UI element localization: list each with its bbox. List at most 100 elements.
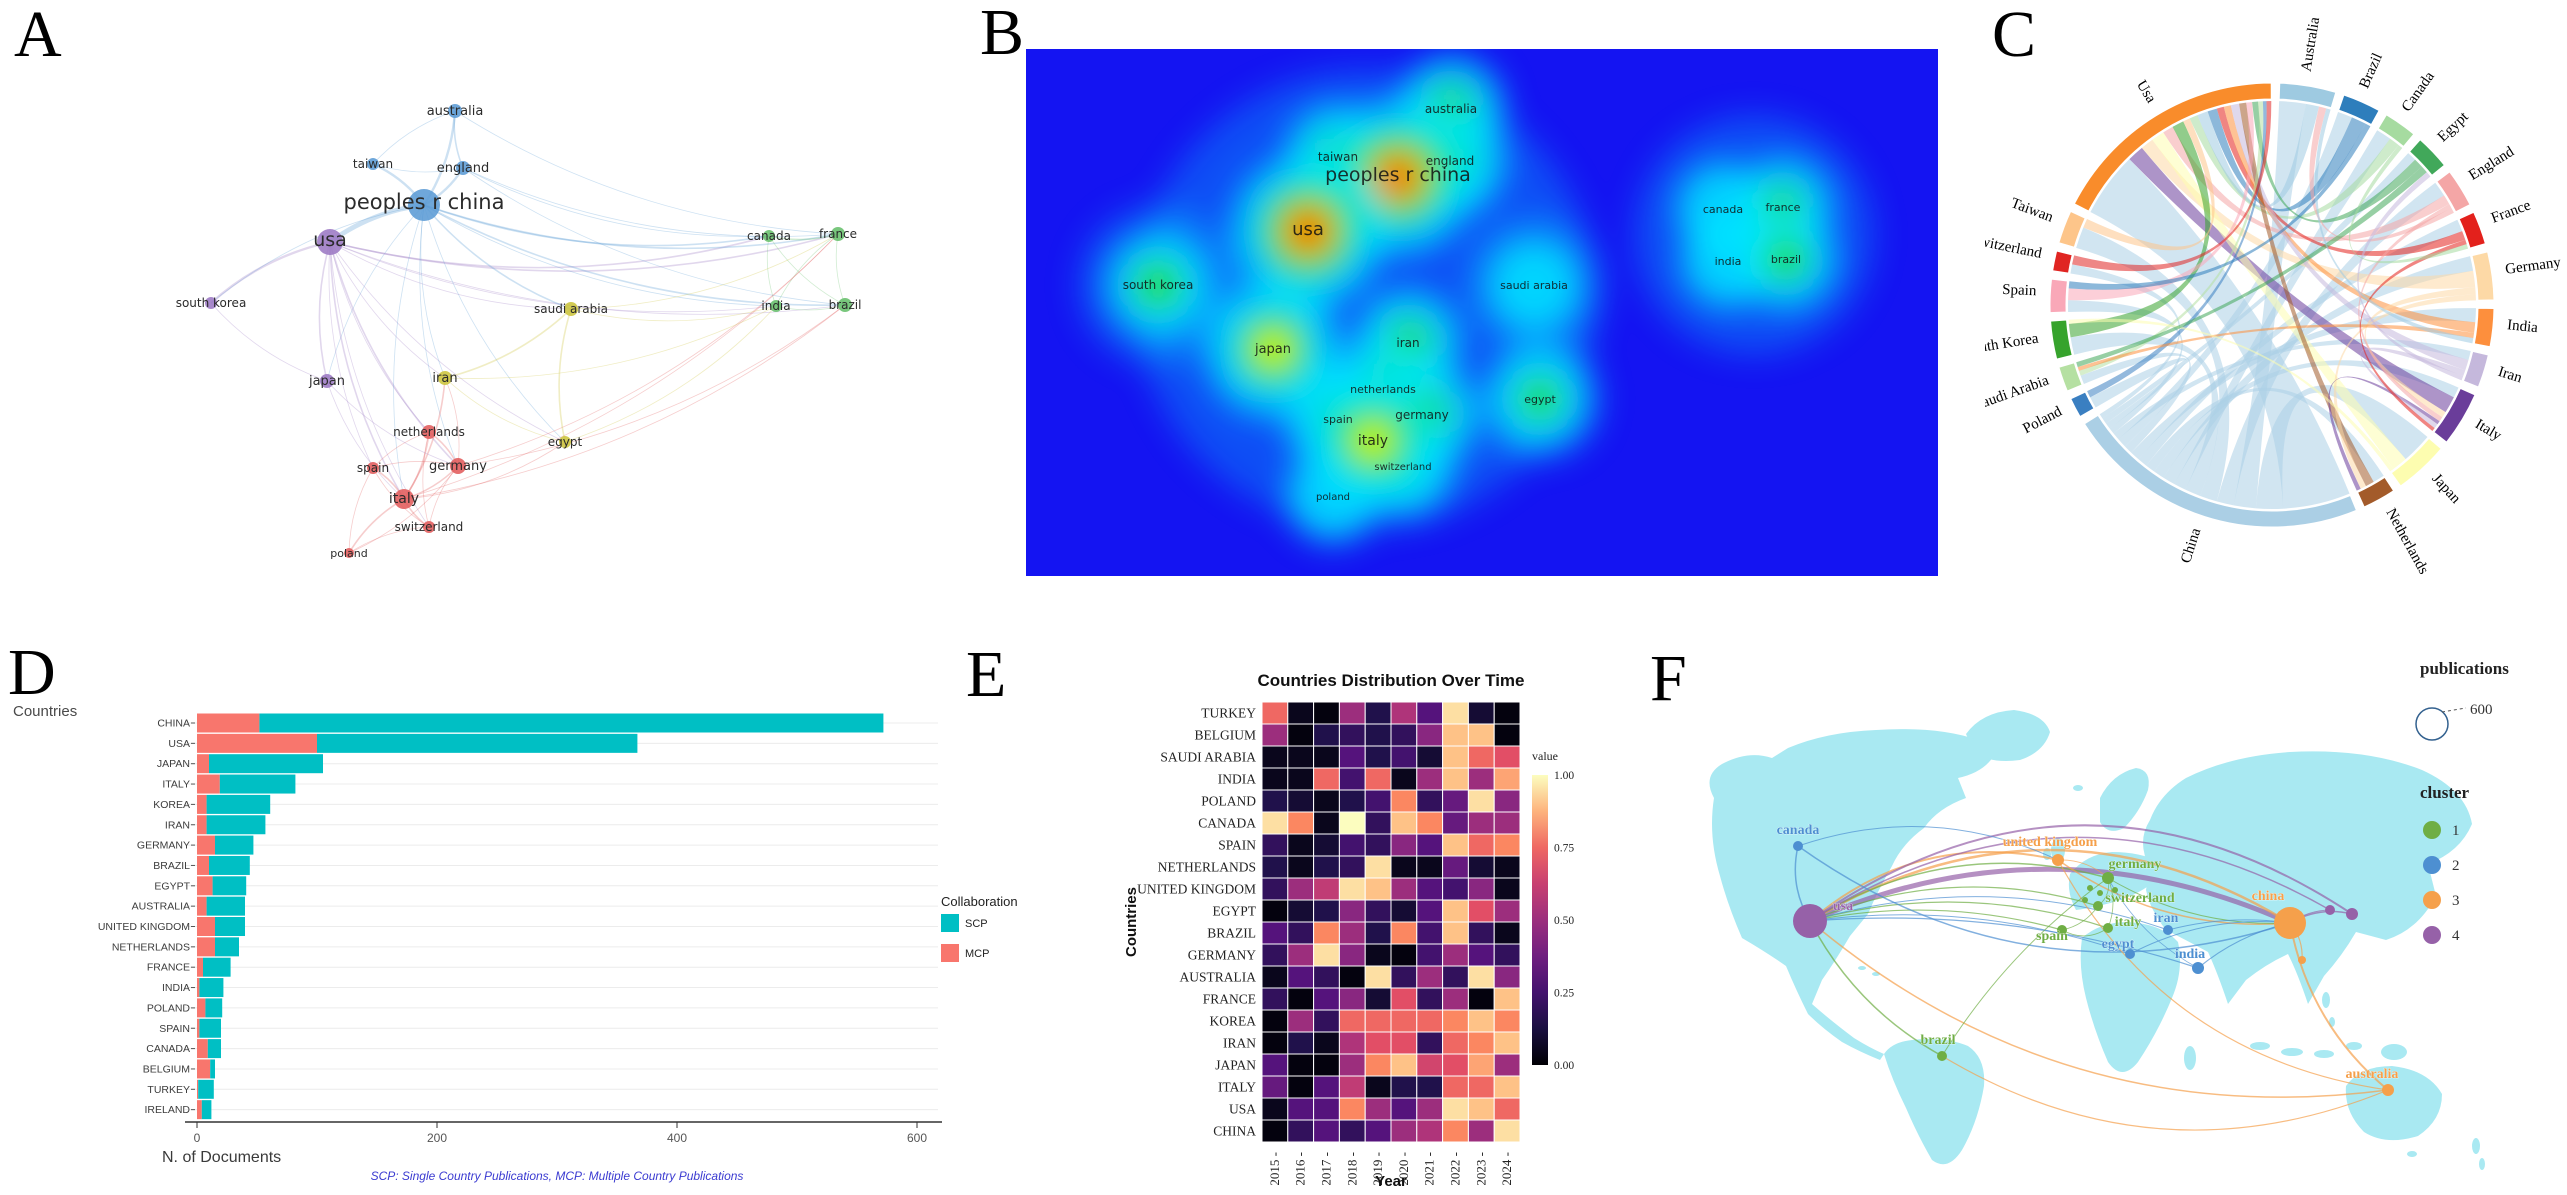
heatmap-cell-FRANCE-2015 [1261, 987, 1289, 1011]
heatmap-ylabel-POLAND: POLAND [1201, 794, 1256, 809]
map-label-india: india [2175, 947, 2205, 962]
map-node-usa [1793, 904, 1827, 938]
bar-ylabel-BRAZIL: BRAZIL [153, 860, 190, 872]
bar-scp-USA [317, 733, 638, 753]
heatmap-cell-INDIA-2024 [1493, 767, 1521, 791]
map-island [2305, 957, 2311, 967]
heatmap-cell-AUSTRALIA-2016 [1287, 965, 1315, 989]
heatmap-cell-UNITED-KINGDOM-2024 [1493, 877, 1521, 901]
network-edge [329, 241, 405, 500]
network-edge [768, 235, 846, 306]
heatmap-cell-ITALY-2016 [1287, 1075, 1315, 1099]
heatmap-ylabel-AUSTRALIA: AUSTRALIA [1180, 970, 1257, 985]
bar-mcp-KOREA [197, 794, 207, 814]
density-low [1763, 236, 1809, 282]
map-legend-cluster-label-3: 3 [2452, 893, 2460, 909]
heatmap-cell-CHINA-2015 [1261, 1119, 1289, 1143]
bar-scp-TURKEY [198, 1079, 214, 1099]
map-node-dot [2087, 885, 2093, 891]
heatmap-cell-CHINA-2021 [1416, 1119, 1444, 1143]
map-legend-publications-title: publications [2420, 659, 2509, 678]
map-island [2368, 919, 2376, 933]
panel-label-d: D [8, 636, 56, 709]
map-node-china [2274, 907, 2306, 939]
heatmap-cell-BRAZIL-2022 [1442, 921, 1469, 945]
network-node-australia [448, 104, 462, 118]
map-node-dot [2097, 890, 2103, 896]
bar-svg: Countries CHINA USA JAPAN ITALY KOREA IRAN GERM… [13, 703, 1018, 1183]
heatmap-cell-INDIA-2021 [1416, 767, 1444, 791]
heatmap-cell-NETHERLANDS-2024 [1493, 855, 1521, 879]
density-hot [1383, 162, 1413, 192]
chord-ribbon-China-Netherlands [2146, 387, 2384, 482]
map-legend-cluster-label-1: 1 [2452, 823, 2460, 839]
network-edge [329, 235, 770, 269]
heatmap-cell-CHINA-2019 [1364, 1119, 1392, 1143]
bar-mcp-EGYPT [197, 876, 213, 896]
network-label-india: india [761, 299, 790, 313]
heatmap-cell-SPAIN-2018 [1338, 833, 1366, 857]
density-label-south-korea: south korea [1123, 278, 1194, 292]
chord-label-Spain: Spain [2002, 282, 2037, 299]
colorbar [1532, 775, 1548, 1065]
bar-x-tick-label: 400 [667, 1131, 687, 1145]
bar-ylabel-USA: USA [168, 738, 190, 750]
heatmap-cell-SPAIN-2023 [1467, 833, 1495, 857]
heatmap-cell-EGYPT-2020 [1390, 899, 1418, 923]
bar-mcp-USA [197, 733, 317, 753]
map-label-united-kingdom: united kingdom [2003, 835, 2098, 850]
heatmap-cell-CANADA-2015 [1261, 811, 1289, 835]
heatmap-cell-SAUDI-ARABIA-2015 [1261, 745, 1289, 769]
chord-label-Canada: Canada [2399, 69, 2438, 115]
network-label-brazil: brazil [829, 298, 862, 312]
chord-ribbon-China-Taiwan [2076, 227, 2230, 502]
map-edge-usa-switzerland [1809, 886, 2099, 922]
heatmap-cell-AUSTRALIA-2024 [1493, 965, 1521, 989]
map-island [1858, 966, 1866, 970]
heatmap-cell-SAUDI-ARABIA-2022 [1442, 745, 1469, 769]
heatmap-cell-POLAND-2018 [1338, 789, 1366, 813]
heatmap-cell-NETHERLANDS-2017 [1313, 855, 1340, 879]
map-legend-cluster-swatch-4 [2423, 926, 2441, 944]
network-label-switzerland: switzerland [395, 520, 464, 534]
bar-ylabel-CHINA: CHINA [157, 718, 190, 730]
bar-ylabel-NETHERLANDS: NETHERLANDS [112, 941, 190, 953]
heatmap-cell-USA-2018 [1338, 1097, 1366, 1121]
bar-ylabel-POLAND: POLAND [147, 1002, 191, 1014]
heatmap-cell-IRAN-2015 [1261, 1031, 1289, 1055]
heatmap-cell-ITALY-2023 [1467, 1075, 1495, 1099]
chord-arc-Usa [2073, 82, 2272, 212]
bar-mcp-FRANCE [197, 957, 203, 977]
heatmap-cell-KOREA-2021 [1416, 1009, 1444, 1033]
heatmap-cell-INDIA-2017 [1313, 767, 1340, 791]
heatmap-cell-POLAND-2022 [1442, 789, 1469, 813]
network-edge [457, 233, 839, 467]
network-node-switzerland [423, 521, 435, 533]
heatmap-cell-CANADA-2022 [1442, 811, 1469, 835]
heatmap-cell-CHINA-2020 [1390, 1119, 1418, 1143]
heatmap-cell-SAUDI-ARABIA-2020 [1390, 745, 1418, 769]
heatmap-cell-GERMANY-2017 [1313, 943, 1340, 967]
heatmap-cell-GERMANY-2018 [1338, 943, 1366, 967]
heatmap-cell-UNITED-KINGDOM-2019 [1364, 877, 1392, 901]
heatmap-ylabel-CANADA: CANADA [1198, 816, 1256, 831]
panel-label-a: A [14, 0, 62, 71]
network-node-japan [320, 374, 334, 388]
density-label-netherlands: netherlands [1350, 383, 1416, 396]
heatmap-cell-TURKEY-2020 [1390, 701, 1418, 725]
chord-label-Switzerland: Switzerland [1985, 232, 2044, 262]
network-node-england [456, 161, 470, 175]
network-edge [403, 441, 566, 500]
heatmap-cell-KOREA-2024 [1493, 1009, 1521, 1033]
bar-ylabel-JAPAN: JAPAN [157, 758, 190, 770]
heatmap-cell-SAUDI-ARABIA-2018 [1338, 745, 1366, 769]
heatmap-xlabel-2020: 2020 - [1396, 1152, 1411, 1186]
heatmap-cell-INDIA-2015 [1261, 767, 1289, 791]
map-island [2472, 1138, 2480, 1154]
panel-f-world-map: usa canada brazil united kingdom germany swit… [1630, 638, 2567, 1195]
panel-b-density-map: australia taiwan england peoples r china usa… [1026, 49, 1938, 576]
map-node-germany [2102, 872, 2114, 884]
heatmap-cell-IRAN-2022 [1442, 1031, 1469, 1055]
density-label-iran: iran [1396, 336, 1419, 350]
